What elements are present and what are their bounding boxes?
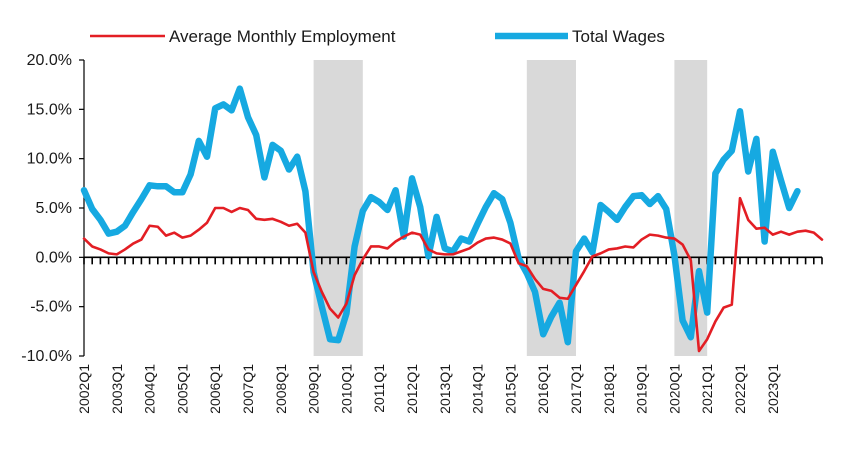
y-tick-label: 10.0% <box>27 151 72 168</box>
x-tick-label: 2007Q1 <box>240 364 256 414</box>
x-tick-label: 2016Q1 <box>535 364 551 414</box>
y-axis: 20.0% 15.0% 10.0% 5.0% 0.0% -5.0% -10.0% <box>21 52 85 365</box>
x-tick-label: 2023Q1 <box>765 364 781 414</box>
x-tick-label: 2010Q1 <box>338 364 354 414</box>
x-tick-label: 2014Q1 <box>470 364 486 414</box>
y-tick-label: -10.0% <box>21 348 72 365</box>
y-tick-label: 0.0% <box>36 249 72 266</box>
y-tick-label: 15.0% <box>27 101 72 118</box>
y-tick-label: -5.0% <box>30 299 72 316</box>
x-tick-label: 2003Q1 <box>109 364 125 414</box>
x-tick-label: 2004Q1 <box>142 364 158 414</box>
x-tick-label: 2009Q1 <box>306 364 322 414</box>
legend-label-wages: Total Wages <box>572 27 665 46</box>
x-tick-label: 2021Q1 <box>699 364 715 414</box>
x-tick-label: 2018Q1 <box>601 364 617 414</box>
x-tick-label: 2013Q1 <box>437 364 453 414</box>
shaded-periods <box>313 60 708 356</box>
y-tick-label: 5.0% <box>36 200 72 217</box>
legend: Average Monthly Employment Total Wages <box>90 27 665 46</box>
legend-label-employment: Average Monthly Employment <box>169 27 396 46</box>
x-tick-label: 2005Q1 <box>174 364 190 414</box>
x-tick-label: 2015Q1 <box>502 364 518 414</box>
x-tick-label: 2022Q1 <box>732 364 748 414</box>
x-tick-label: 2017Q1 <box>568 364 584 414</box>
series-line-wages <box>80 85 801 346</box>
x-tick-label: 2019Q1 <box>634 364 650 414</box>
x-tick-label: 2008Q1 <box>273 364 289 414</box>
x-tick-label: 2012Q1 <box>404 364 420 414</box>
y-tick-label: 20.0% <box>27 52 72 69</box>
x-tick-label: 2002Q1 <box>76 364 92 414</box>
x-tick-label: 2006Q1 <box>207 364 223 414</box>
series-line-employment <box>82 196 824 353</box>
x-tick-label: 2011Q1 <box>371 364 387 413</box>
x-tick-label: 2020Q1 <box>666 364 682 414</box>
series-lines <box>80 85 824 353</box>
x-axis: 2002Q1 2003Q1 2004Q1 2005Q1 2006Q1 2007Q1 2008… <box>76 364 781 414</box>
